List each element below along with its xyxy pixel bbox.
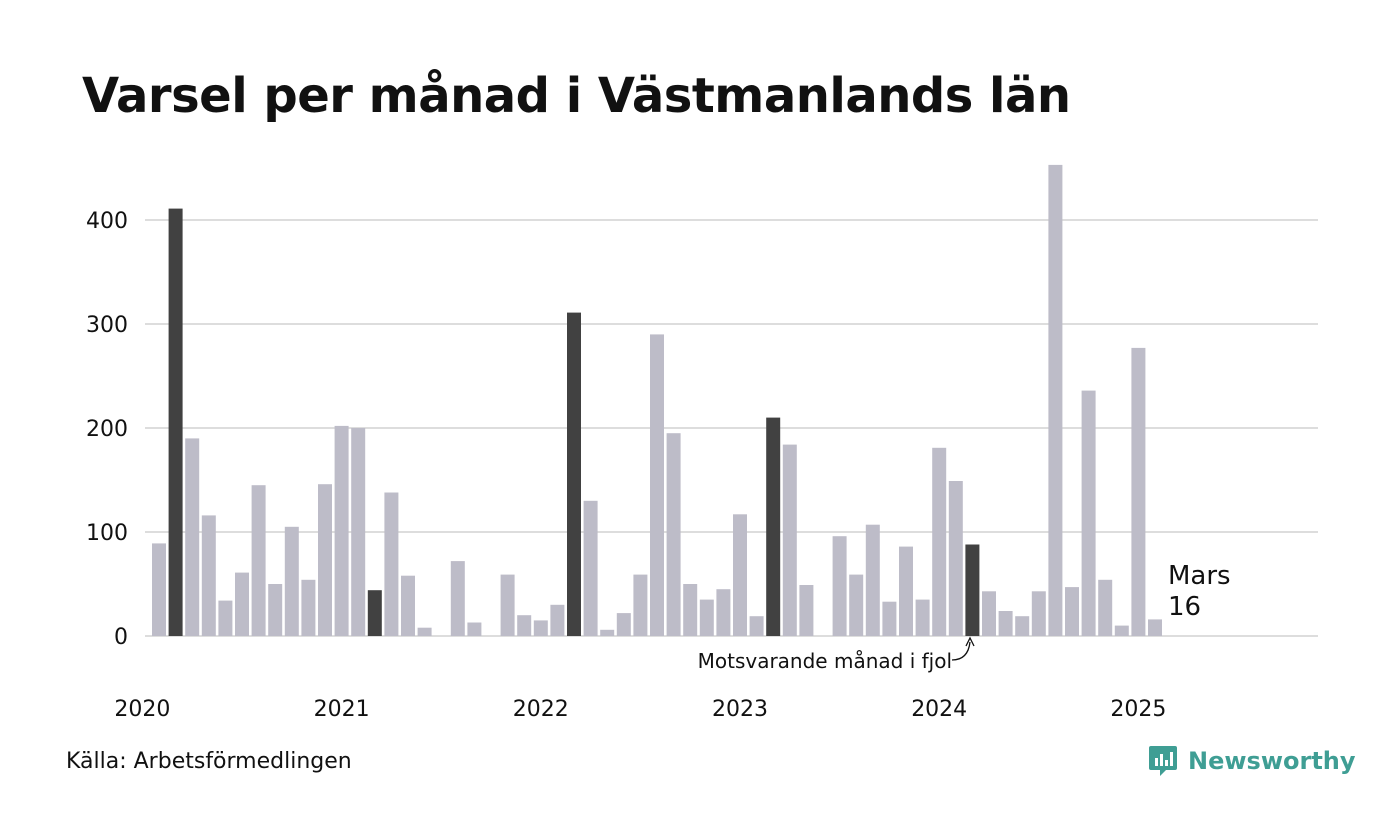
x-tick-label: 2022 bbox=[513, 697, 569, 722]
bar bbox=[899, 546, 913, 636]
bar bbox=[467, 622, 482, 636]
bar bbox=[401, 575, 415, 636]
bar bbox=[616, 613, 631, 636]
bar bbox=[832, 536, 847, 636]
bar bbox=[301, 579, 316, 636]
x-tick-label: 2025 bbox=[1110, 697, 1166, 722]
annotation-arrow bbox=[951, 641, 971, 661]
bar bbox=[1031, 591, 1046, 636]
bar bbox=[932, 447, 947, 636]
y-tick-label: 400 bbox=[86, 209, 128, 234]
bar bbox=[600, 629, 615, 636]
source-note: Källa: Arbetsförmedlingen bbox=[66, 749, 352, 774]
bar bbox=[733, 514, 747, 636]
bar bbox=[1131, 347, 1146, 636]
bar bbox=[948, 481, 963, 636]
bar bbox=[799, 585, 814, 636]
bar bbox=[1065, 587, 1079, 636]
bar bbox=[533, 620, 548, 636]
newsworthy-icon bbox=[1149, 746, 1177, 776]
bar bbox=[517, 615, 532, 636]
bar bbox=[201, 515, 216, 636]
highlight-value-label: 16 bbox=[1168, 592, 1201, 622]
bar bbox=[1015, 616, 1030, 636]
bar bbox=[450, 561, 465, 636]
bar-same-month bbox=[766, 417, 781, 636]
bar bbox=[235, 572, 249, 636]
bar bbox=[1148, 619, 1162, 636]
bar bbox=[749, 616, 764, 636]
bar-same-month bbox=[168, 208, 183, 636]
bar bbox=[152, 543, 166, 636]
bar bbox=[417, 627, 432, 636]
bar bbox=[782, 444, 797, 636]
bar bbox=[650, 334, 664, 636]
bar bbox=[865, 524, 880, 636]
bar bbox=[351, 428, 366, 636]
y-tick-label: 100 bbox=[86, 521, 128, 546]
bar-same-month bbox=[965, 544, 980, 636]
bar-same-month bbox=[367, 590, 382, 636]
bar bbox=[998, 611, 1013, 636]
y-tick-label: 200 bbox=[86, 417, 128, 442]
bar bbox=[1048, 164, 1063, 636]
x-tick-label: 2024 bbox=[911, 697, 967, 722]
brand-name: Newsworthy bbox=[1188, 747, 1356, 775]
y-tick-label: 300 bbox=[86, 313, 128, 338]
bar bbox=[849, 574, 864, 636]
bar bbox=[915, 599, 930, 636]
bar bbox=[384, 492, 399, 636]
bar bbox=[1114, 625, 1129, 636]
bar bbox=[550, 604, 565, 636]
brand-logo: Newsworthy bbox=[1148, 744, 1356, 778]
bar bbox=[583, 500, 598, 636]
x-axis-ticks: 2020 2021 2022 2023 2024 2025 bbox=[114, 697, 1166, 722]
bar bbox=[284, 526, 299, 636]
chart-title: Varsel per månad i Västmanlands län bbox=[82, 68, 1071, 124]
x-tick-label: 2020 bbox=[114, 697, 170, 722]
bar bbox=[251, 485, 266, 636]
bar bbox=[982, 591, 996, 636]
bar bbox=[716, 589, 731, 636]
annotation-arrowhead bbox=[965, 636, 975, 647]
bar bbox=[268, 584, 283, 636]
bar bbox=[1081, 390, 1096, 636]
bar-same-month bbox=[567, 312, 581, 636]
bar bbox=[633, 574, 648, 636]
x-tick-label: 2023 bbox=[712, 697, 768, 722]
bar bbox=[683, 584, 698, 636]
y-axis-ticks: 0 100 200 300 400 bbox=[86, 209, 128, 650]
bar bbox=[185, 438, 200, 636]
bar bbox=[334, 425, 349, 636]
bar bbox=[1098, 579, 1113, 636]
highlight-month-label: Mars bbox=[1168, 561, 1231, 591]
bar bbox=[666, 433, 681, 636]
bar bbox=[318, 484, 332, 636]
bar bbox=[699, 599, 714, 636]
bar bbox=[882, 601, 897, 636]
bar bbox=[218, 600, 233, 636]
bar bbox=[500, 574, 515, 636]
bars bbox=[152, 164, 1162, 636]
annotation-label: Motsvarande månad i fjol bbox=[698, 649, 952, 673]
y-tick-label: 0 bbox=[114, 625, 128, 650]
x-tick-label: 2021 bbox=[314, 697, 370, 722]
